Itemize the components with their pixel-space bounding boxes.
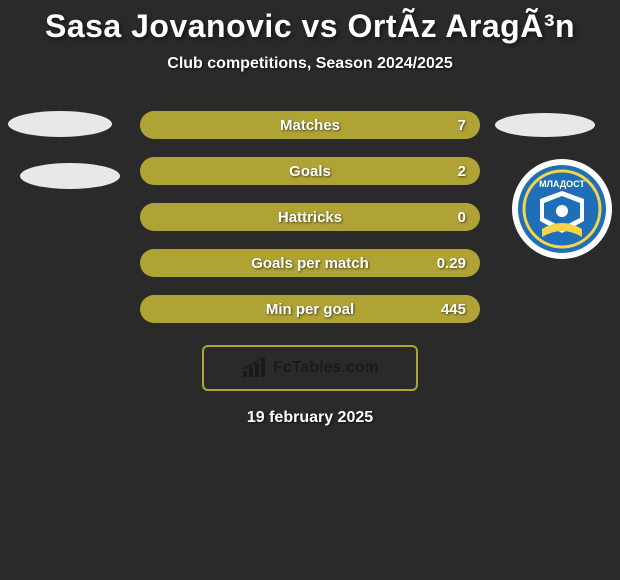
stat-label: Hattricks [278, 209, 342, 226]
page-title: Sasa Jovanovic vs OrtÃ­z AragÃ³n [0, 8, 620, 45]
player-left-placeholder-1 [8, 111, 112, 137]
main-container: Sasa Jovanovic vs OrtÃ­z AragÃ³n Club co… [0, 0, 620, 427]
stat-label: Goals per match [251, 255, 369, 272]
brand-text: FcTables.com [273, 359, 379, 377]
stats-bars: Matches 7 Goals 2 Hattricks 0 Goals per … [140, 111, 480, 323]
stat-label: Goals [289, 163, 331, 180]
player-right-placeholder-1 [495, 113, 595, 137]
stat-bar-hattricks: Hattricks 0 [140, 203, 480, 231]
stat-bar-min-per-goal: Min per goal 445 [140, 295, 480, 323]
stat-value: 0.29 [437, 255, 466, 272]
stat-bar-matches: Matches 7 [140, 111, 480, 139]
stat-bar-goals: Goals 2 [140, 157, 480, 185]
stat-label: Matches [280, 117, 340, 134]
stat-label: Min per goal [266, 301, 354, 318]
player-left-placeholder-2 [20, 163, 120, 189]
stat-value: 2 [458, 163, 466, 180]
subtitle: Club competitions, Season 2024/2025 [0, 55, 620, 73]
stat-bar-goals-per-match: Goals per match 0.29 [140, 249, 480, 277]
stats-area: МЛАДОСТ Matches 7 Goals 2 Hattricks 0 Go… [0, 111, 620, 427]
chart-icon [241, 357, 269, 379]
stat-value: 7 [458, 117, 466, 134]
date-text: 19 february 2025 [0, 409, 620, 427]
club-logo-right: МЛАДОСТ [512, 159, 612, 259]
club-badge-icon: МЛАДОСТ [512, 159, 612, 259]
stat-value: 445 [441, 301, 466, 318]
svg-text:МЛАДОСТ: МЛАДОСТ [539, 179, 585, 189]
brand-box[interactable]: FcTables.com [202, 345, 418, 391]
stat-value: 0 [458, 209, 466, 226]
